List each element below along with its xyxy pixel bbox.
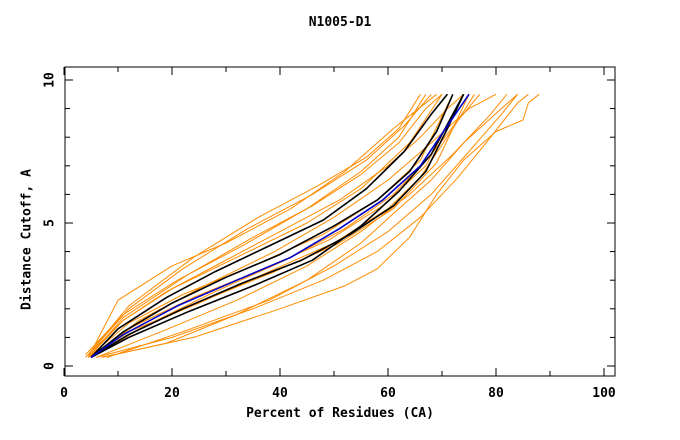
series-line-black: [90, 93, 449, 358]
series-line-orange: [87, 94, 421, 355]
y-tick-label: 5: [43, 219, 58, 227]
series-line-orange: [87, 93, 443, 358]
axis-ticks: [63, 67, 615, 376]
series-line-orange: [87, 93, 464, 358]
series-line-orange: [90, 93, 481, 358]
y-tick-label: 10: [43, 72, 58, 88]
series-line-black: [90, 93, 465, 359]
chart-title: N1005-D1: [308, 15, 372, 30]
plot-frame: [64, 66, 616, 377]
axis-tick-labels: 0 20 40 60 80 100 0 5 10: [43, 72, 616, 401]
x-tick-label: 20: [164, 386, 180, 401]
x-tick-label: 60: [380, 386, 396, 401]
x-tick-label: 0: [60, 386, 68, 401]
series-line-black: [90, 93, 454, 359]
series-line-orange: [96, 93, 508, 358]
series-line-orange: [87, 93, 432, 355]
y-tick-label: 0: [43, 362, 58, 370]
series-line-blue: [90, 93, 470, 359]
series-line-orange: [96, 93, 529, 358]
series-line-orange: [107, 93, 518, 358]
series-line-orange: [87, 93, 437, 358]
x-tick-label: 40: [272, 386, 288, 401]
series-line-orange: [85, 94, 427, 355]
x-tick-label: 100: [592, 386, 616, 401]
y-axis-label: Distance Cutoff, A: [19, 169, 35, 310]
x-tick-label: 80: [488, 386, 504, 401]
x-axis-label: Percent of Residues (CA): [246, 406, 434, 421]
series-line-orange: [101, 93, 540, 358]
series-layer: [85, 93, 540, 359]
series-line-orange: [101, 93, 518, 358]
